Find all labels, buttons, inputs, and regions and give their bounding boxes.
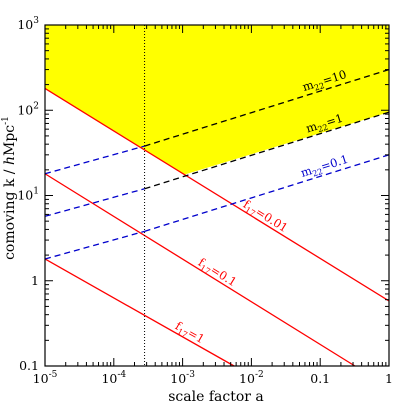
y-tick-label: 0.1 — [19, 358, 39, 373]
tick-labels-layer: 10-5 10-4 10-3 10-2 0.1 1 0.1 1 101 102 103 — [17, 16, 393, 386]
y-tick-label: 103 — [17, 16, 39, 32]
shaded-region — [45, 25, 389, 175]
x-tick-label: 10-5 — [33, 370, 58, 386]
x-axis-title: scale factor a — [168, 389, 264, 405]
series-line-4 — [144, 111, 390, 190]
series-lines-layer — [44, 25, 390, 367]
y-tick-label: 102 — [17, 101, 39, 117]
ticks-layer — [44, 24, 390, 367]
series-line-2 — [44, 87, 390, 302]
series-line-3 — [144, 68, 390, 147]
series-label-1: f17=0.1 — [195, 255, 239, 291]
x-tick-label: 10-3 — [170, 370, 195, 386]
series-label-2: f17=0.01 — [240, 197, 291, 237]
y-axis-title: comoving k / hMpc-1 — [1, 116, 18, 260]
x-tick-label: 1 — [385, 371, 393, 386]
series-label-0: f17=1 — [172, 319, 207, 348]
series-label-4: m22=1 — [304, 111, 345, 138]
y-tick-label: 1 — [31, 273, 39, 288]
series-line-0 — [44, 258, 235, 367]
series-line-8 — [44, 230, 145, 260]
series-line-6 — [44, 145, 145, 175]
series-line-7 — [44, 188, 145, 217]
series-label-5: m22=0.1 — [299, 152, 351, 182]
series-line-5 — [144, 154, 390, 232]
series-label-3: m22=10 — [301, 67, 349, 96]
x-tick-label: 10-2 — [239, 370, 264, 386]
y-tick-label: 101 — [17, 187, 39, 203]
x-tick-label: 0.1 — [310, 371, 330, 386]
series-line-1 — [44, 173, 356, 367]
shaded-region-layer — [45, 25, 389, 175]
x-tick-label: 10-4 — [101, 370, 126, 386]
